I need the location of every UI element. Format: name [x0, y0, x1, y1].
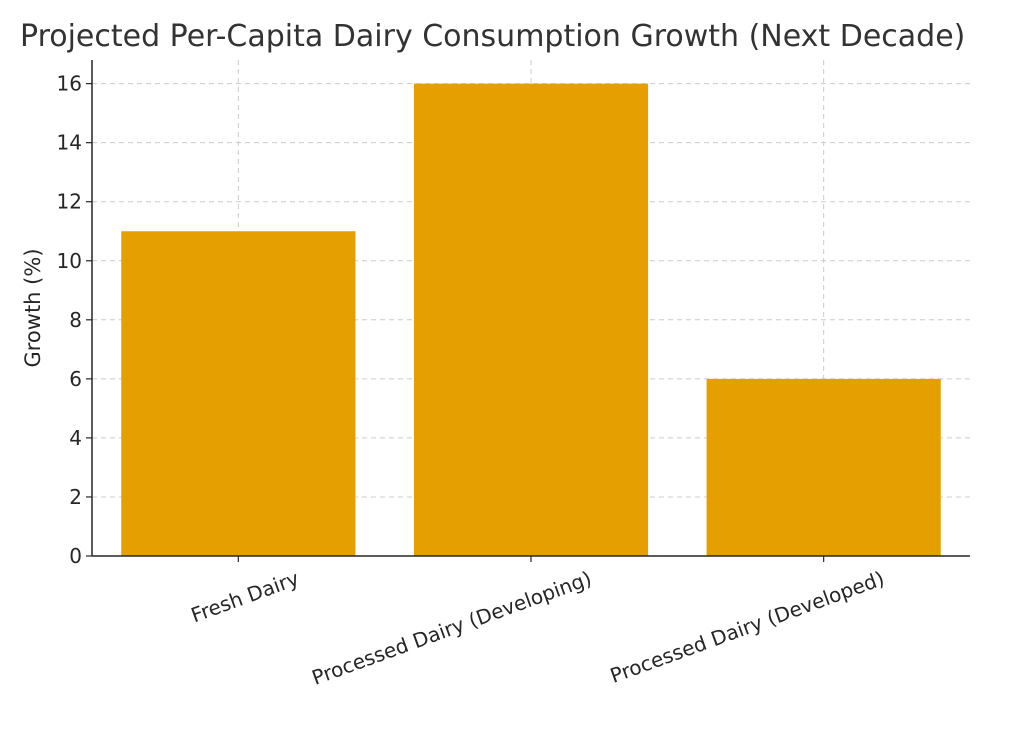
y-tick-label: 10 [57, 249, 82, 273]
y-tick-label: 6 [69, 367, 82, 391]
y-axis-label: Growth (%) [21, 248, 45, 367]
y-ticks: 0 2 4 6 8 10 12 14 16 [57, 72, 92, 568]
y-tick-label: 2 [69, 485, 82, 509]
bar [706, 378, 941, 556]
y-tick-label: 0 [69, 544, 82, 568]
y-tick-label: 4 [69, 426, 82, 450]
x-tick-label: Processed Dairy (Developing) [309, 566, 595, 690]
x-tick-label: Processed Dairy (Developed) [607, 566, 888, 688]
y-tick-label: 12 [57, 190, 82, 214]
bars [121, 83, 941, 556]
y-tick-label: 16 [57, 72, 82, 96]
bar [121, 231, 356, 556]
y-tick-label: 14 [57, 131, 82, 155]
x-ticks: Fresh Dairy Processed Dairy (Developing) P… [188, 556, 888, 690]
chart-title: Projected Per-Capita Dairy Consumption G… [20, 19, 965, 54]
x-tick-label: Fresh Dairy [188, 566, 302, 627]
bar [413, 83, 649, 556]
y-tick-label: 8 [69, 308, 82, 332]
